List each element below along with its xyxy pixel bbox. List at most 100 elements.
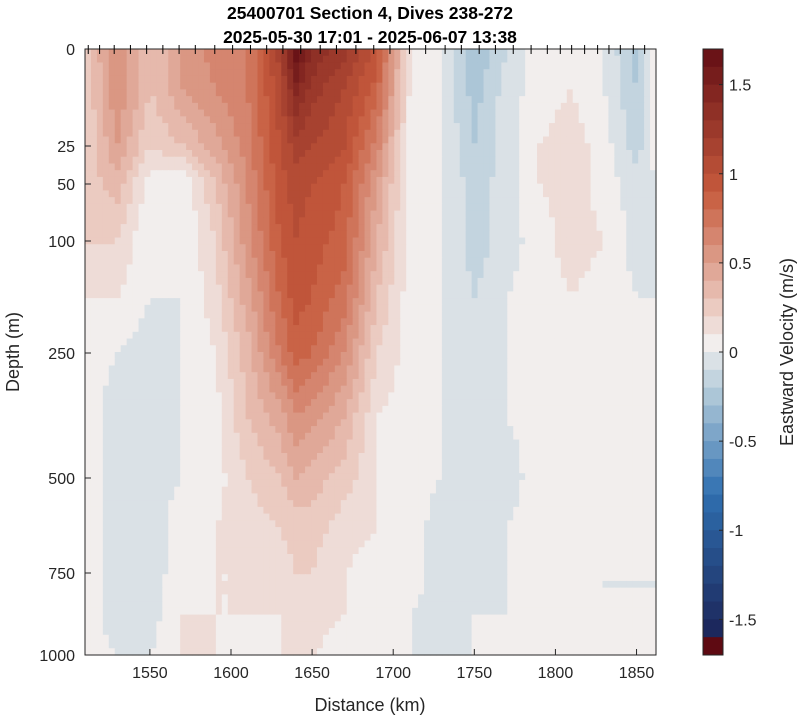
heatmap-cell [602, 365, 610, 373]
heatmap-cell [388, 170, 395, 178]
heatmap-cell [198, 345, 205, 353]
heatmap-cell [328, 352, 336, 360]
heatmap-cell [394, 156, 401, 165]
heatmap-cell [263, 136, 270, 144]
heatmap-cell [102, 109, 110, 117]
heatmap-cell [346, 163, 354, 171]
heatmap-cell [566, 378, 574, 387]
heatmap-cell [281, 358, 288, 367]
heatmap-cell [215, 150, 223, 158]
heatmap-cell [126, 150, 134, 158]
heatmap-cell [364, 318, 372, 326]
heatmap-cell [507, 170, 514, 178]
heatmap-cell [245, 271, 253, 279]
heatmap-cell [620, 55, 627, 64]
heatmap-cell [471, 264, 479, 272]
heatmap-cell [156, 96, 163, 104]
heatmap-cell [382, 176, 389, 185]
heatmap-cell [376, 170, 383, 178]
heatmap-cell [495, 123, 502, 131]
heatmap-cell [620, 318, 627, 326]
heatmap-cell [542, 251, 550, 259]
heatmap-cell [572, 136, 580, 144]
heatmap-cell [525, 150, 532, 158]
heatmap-cell [245, 136, 253, 144]
heatmap-cell [644, 378, 651, 387]
heatmap-cell [114, 109, 122, 117]
heatmap-cell [346, 55, 354, 64]
heatmap-cell [554, 311, 562, 319]
heatmap-cell [483, 197, 491, 205]
heatmap-cell [85, 264, 92, 272]
heatmap-cell [239, 311, 247, 319]
heatmap-cell [370, 271, 378, 279]
heatmap-cell [537, 102, 544, 111]
heatmap-cell [400, 318, 407, 326]
heatmap-cell [489, 183, 497, 191]
heatmap-cell [477, 163, 485, 171]
heatmap-cell [626, 116, 633, 124]
heatmap-cell [346, 298, 354, 306]
heatmap-cell [150, 170, 157, 178]
heatmap-cell [424, 116, 431, 124]
heatmap-cell [174, 298, 181, 306]
heatmap-cell [198, 69, 205, 77]
heatmap-cell [537, 251, 544, 259]
heatmap-cell [227, 331, 235, 340]
heatmap-cell [471, 311, 479, 319]
heatmap-cell [102, 183, 110, 191]
heatmap-cell [406, 190, 413, 198]
heatmap-cell [126, 55, 134, 64]
heatmap-cell [293, 82, 300, 90]
heatmap-cell [287, 156, 294, 165]
heatmap-cell [186, 89, 193, 97]
heatmap-cell [186, 358, 193, 367]
heatmap-cell [614, 197, 621, 205]
heatmap-cell [287, 284, 294, 292]
heatmap-cell [507, 338, 514, 346]
heatmap-cell [150, 163, 157, 171]
heatmap-cell [227, 257, 235, 266]
heatmap-cell [376, 298, 383, 306]
heatmap-cell [198, 271, 205, 279]
heatmap-cell [305, 69, 312, 77]
heatmap-cell [144, 244, 152, 252]
heatmap-cell [328, 156, 336, 165]
heatmap-cell [269, 89, 276, 97]
heatmap-cell [352, 345, 360, 353]
heatmap-cell [287, 345, 294, 353]
heatmap-cell [632, 291, 639, 299]
heatmap-cell [501, 49, 508, 57]
heatmap-cell [221, 150, 229, 158]
heatmap-cell [316, 89, 324, 97]
heatmap-cell [632, 271, 639, 279]
heatmap-cell [638, 163, 645, 171]
heatmap-cell [477, 284, 485, 292]
heatmap-cell [525, 176, 532, 185]
heatmap-cell [626, 284, 633, 292]
heatmap-cell [560, 392, 568, 400]
heatmap-cell [554, 55, 562, 64]
heatmap-cell [263, 109, 270, 117]
heatmap-cell [548, 102, 556, 111]
heatmap-cell [531, 55, 538, 64]
heatmap-cell [120, 210, 128, 218]
heatmap-cell [215, 197, 223, 205]
heatmap-cell [132, 237, 140, 245]
heatmap-cell [215, 257, 223, 266]
heatmap-cell [560, 257, 568, 266]
heatmap-cell [198, 109, 205, 117]
heatmap-cell [644, 190, 651, 198]
heatmap-cell [114, 176, 122, 185]
heatmap-cell [275, 257, 282, 266]
heatmap-cell [209, 96, 217, 104]
heatmap-cell [233, 230, 241, 239]
heatmap-cell [560, 264, 568, 272]
heatmap-cell [180, 331, 187, 340]
heatmap-cell [382, 123, 389, 131]
heatmap-cell [192, 75, 199, 84]
heatmap-cell [311, 49, 318, 57]
heatmap-cell [608, 75, 615, 84]
heatmap-cell [650, 89, 657, 97]
heatmap-cell [418, 251, 425, 259]
